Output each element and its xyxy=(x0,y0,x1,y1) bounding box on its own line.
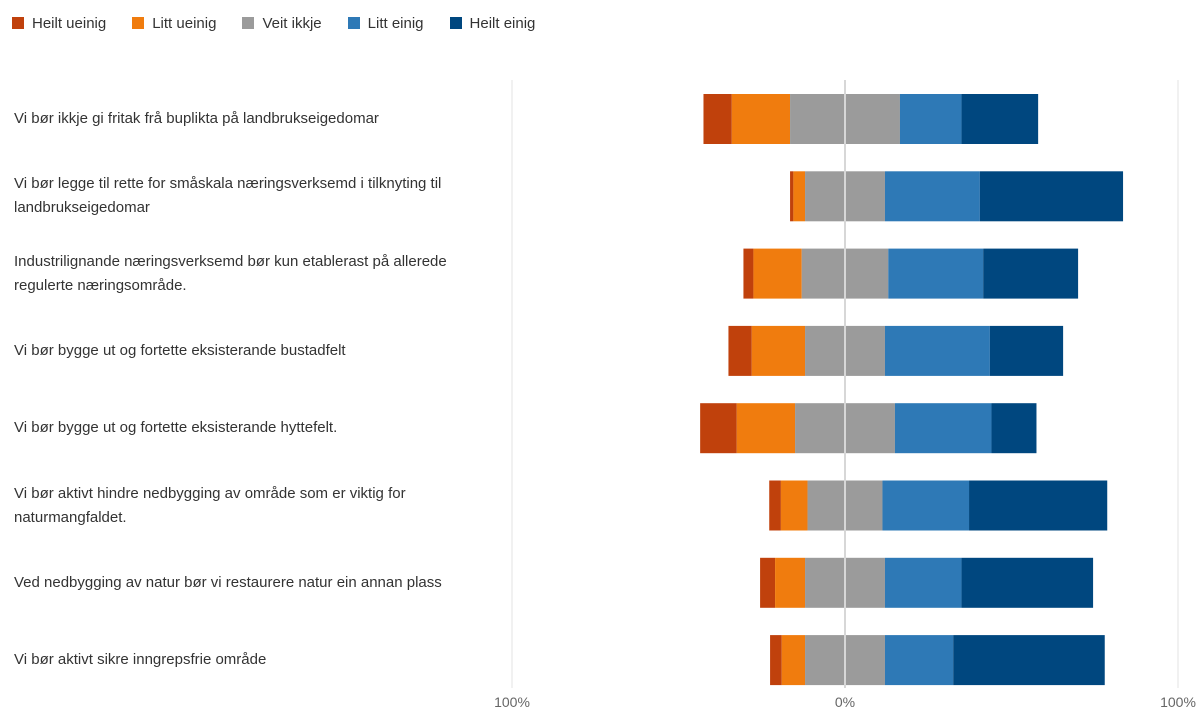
bar-segment-heilt-ueinig xyxy=(728,325,752,376)
legend-item: Veit ikkje xyxy=(242,14,322,32)
bar-segment-litt-ueinig xyxy=(753,248,802,299)
legend-label: Litt einig xyxy=(367,14,424,32)
bar-segment-heilt-ueinig xyxy=(743,248,754,299)
bar-segment-heilt-ueinig xyxy=(760,557,776,608)
legend-swatch xyxy=(12,17,24,29)
bar-segment-litt-ueinig xyxy=(736,403,796,454)
legend-item: Litt ueinig xyxy=(132,15,216,32)
question-label: Vi bør aktivt hindre nedbygging av områd… xyxy=(14,484,406,526)
bar-segment-litt-einig xyxy=(884,557,962,608)
bar-segment-litt-ueinig xyxy=(793,171,806,222)
bar-segment-heilt-ueinig xyxy=(770,635,782,686)
legend-label: Veit ikkje xyxy=(262,14,322,32)
legend-swatch xyxy=(132,17,145,29)
x-tick-label: 0% xyxy=(835,694,855,710)
bar-segment-litt-einig xyxy=(884,171,980,222)
legend-swatch xyxy=(449,17,462,29)
bar-segment-heilt-ueinig xyxy=(769,480,781,531)
legend-item: Heilt ueinig xyxy=(12,15,106,32)
bar-segment-heilt-einig xyxy=(979,171,1124,222)
legend-swatch xyxy=(242,17,255,29)
question-label: Vi bør bygge ut og fortette eksisterande… xyxy=(14,341,346,359)
question-labels: Vi bør ikkje gi fritak frå buplikta på l… xyxy=(0,0,500,711)
bar-segment-litt-ueinig xyxy=(731,94,791,144)
bar-segment-heilt-einig xyxy=(983,248,1079,299)
bar-segment-heilt-ueinig xyxy=(700,403,737,454)
bar-segment-litt-einig xyxy=(884,635,954,686)
legend-item: Heilt einig xyxy=(449,14,536,32)
x-tick-label: 100% xyxy=(1160,694,1196,710)
bar-segment-litt-einig xyxy=(899,94,962,144)
bar-segment-litt-ueinig xyxy=(781,635,806,686)
legend-label: Heilt ueinig xyxy=(32,14,107,32)
bar-segment-litt-einig xyxy=(884,325,990,376)
bar-segment-heilt-ueinig xyxy=(703,94,732,144)
legend-label: Heilt einig xyxy=(469,14,536,32)
bar-segment-litt-einig xyxy=(888,248,984,299)
bar-segment-litt-ueinig xyxy=(751,325,806,376)
bar-segment-heilt-einig xyxy=(991,403,1037,454)
legend-item: Litt einig xyxy=(347,14,424,32)
question-label: Industrilignande næringsverksemd bør kun… xyxy=(14,252,447,294)
bar-segment-litt-ueinig xyxy=(775,557,806,608)
question-label: Vi bør bygge ut og fortette eksisterande… xyxy=(14,419,338,437)
chart-legend: Heilt ueinig Litt ueinig Veit ikkje Litt ei… xyxy=(12,12,535,34)
bar-segment-heilt-einig xyxy=(989,325,1064,376)
question-label: Ved nedbygging av natur bør vi restaurer… xyxy=(14,573,442,591)
bar-segment-heilt-einig xyxy=(961,94,1039,144)
bar-segment-litt-einig xyxy=(894,403,992,454)
question-label: Vi bør legge til rette for småskala næri… xyxy=(14,175,442,217)
bar-segment-heilt-einig xyxy=(953,635,1105,686)
bar-segment-heilt-einig xyxy=(961,557,1094,608)
legend-swatch xyxy=(347,17,360,29)
question-label: Vi bør ikkje gi fritak frå buplikta på l… xyxy=(14,110,379,127)
question-label: Vi bør aktivt sikre inngrepsfrie område xyxy=(14,651,267,669)
bar-segment-litt-ueinig xyxy=(780,480,808,531)
x-tick-label: 100% xyxy=(494,694,530,710)
legend-label: Litt ueinig xyxy=(152,14,217,32)
bar-segment-litt-einig xyxy=(882,480,970,531)
bar-segment-heilt-einig xyxy=(969,480,1108,531)
bar-segment-heilt-ueinig xyxy=(790,171,794,222)
